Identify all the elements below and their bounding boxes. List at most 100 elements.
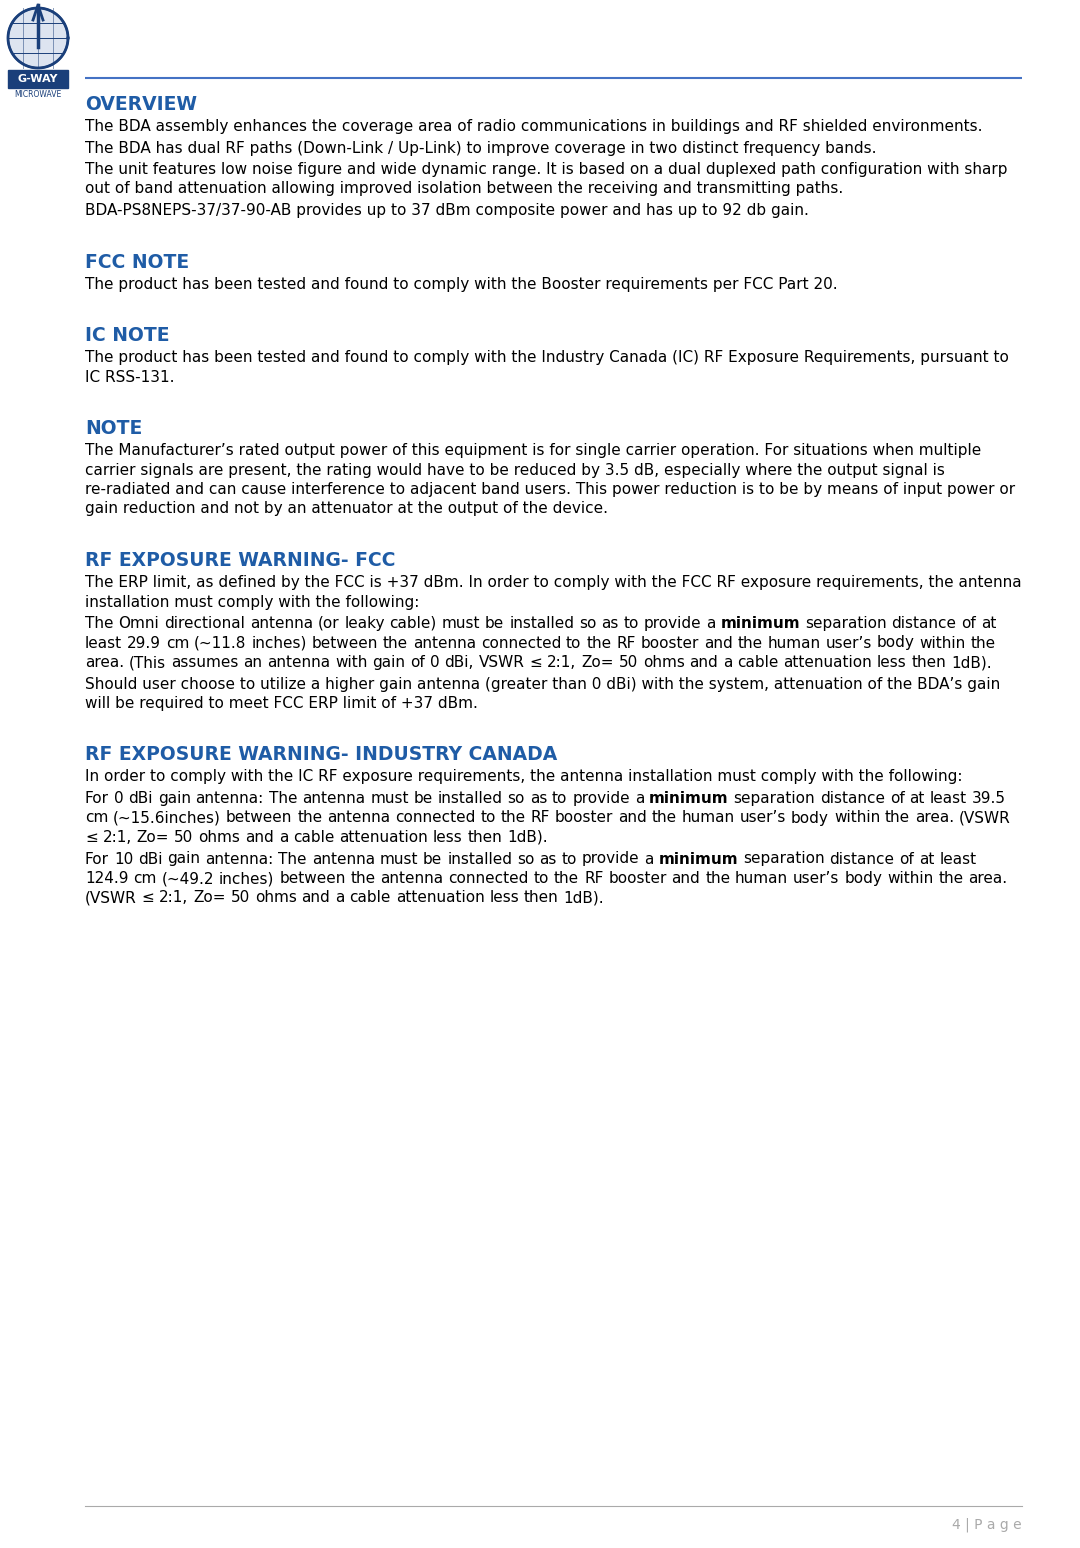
Text: area.: area.: [969, 872, 1008, 885]
Text: minimum: minimum: [649, 791, 729, 807]
Text: provide: provide: [572, 791, 630, 807]
Text: 0: 0: [113, 791, 123, 807]
Text: must: must: [380, 851, 418, 867]
Text: antenna: antenna: [249, 616, 313, 632]
Text: body: body: [845, 872, 882, 885]
Text: 2:1,: 2:1,: [103, 830, 132, 845]
Text: to: to: [562, 851, 577, 867]
Text: The product has been tested and found to comply with the Industry Canada (IC) RF: The product has been tested and found to…: [85, 350, 1009, 365]
Text: distance: distance: [829, 851, 894, 867]
Text: 50: 50: [619, 655, 638, 670]
Text: booster: booster: [608, 872, 666, 885]
Text: antenna: antenna: [312, 851, 375, 867]
Text: The Manufacturer’s rated output power of this equipment is for single carrier op: The Manufacturer’s rated output power of…: [85, 443, 982, 458]
Text: less: less: [877, 655, 907, 670]
Text: between: between: [312, 636, 378, 650]
Text: 2:1,: 2:1,: [546, 655, 577, 670]
Text: The ERP limit, as defined by the FCC is +37 dBm. In order to comply with the FCC: The ERP limit, as defined by the FCC is …: [85, 574, 1022, 590]
Text: user’s: user’s: [740, 811, 786, 825]
Text: IC RSS-131.: IC RSS-131.: [85, 370, 175, 384]
Text: and: and: [704, 636, 732, 650]
Text: For: For: [85, 791, 109, 807]
Text: be: be: [423, 851, 443, 867]
Text: installed: installed: [437, 791, 502, 807]
Text: least: least: [85, 636, 122, 650]
Text: 50: 50: [231, 890, 249, 906]
Text: out of band attenuation allowing improved isolation between the receiving and tr: out of band attenuation allowing improve…: [85, 181, 843, 197]
Text: provide: provide: [644, 616, 702, 632]
Text: cm: cm: [85, 811, 108, 825]
Text: separation: separation: [733, 791, 815, 807]
Text: so: so: [517, 851, 535, 867]
Text: re-radiated and can cause interference to adjacent band users. This power reduct: re-radiated and can cause interference t…: [85, 481, 1015, 497]
Text: dBi: dBi: [129, 791, 153, 807]
Text: The: The: [85, 616, 113, 632]
Text: of: of: [410, 655, 426, 670]
Text: inches): inches): [252, 636, 307, 650]
Text: The unit features low noise figure and wide dynamic range. It is based on a dual: The unit features low noise figure and w…: [85, 163, 1008, 176]
Text: 39.5: 39.5: [972, 791, 1005, 807]
Text: 1dB).: 1dB).: [951, 655, 993, 670]
Text: IC NOTE: IC NOTE: [85, 327, 170, 345]
Text: a: a: [706, 616, 716, 632]
Text: of: of: [961, 616, 976, 632]
Text: ≤: ≤: [85, 830, 98, 845]
Text: cable: cable: [350, 890, 391, 906]
Text: NOTE: NOTE: [85, 420, 143, 438]
Text: ohms: ohms: [199, 830, 240, 845]
Text: ohms: ohms: [255, 890, 297, 906]
Text: 1dB).: 1dB).: [507, 830, 548, 845]
Text: to: to: [552, 791, 567, 807]
Text: a: a: [723, 655, 732, 670]
Text: user’s: user’s: [825, 636, 872, 650]
Text: the: the: [652, 811, 677, 825]
Text: G-WAY: G-WAY: [17, 74, 58, 84]
Text: FCC NOTE: FCC NOTE: [85, 252, 189, 271]
Text: as: as: [539, 851, 557, 867]
Text: The BDA assembly enhances the coverage area of radio communications in buildings: The BDA assembly enhances the coverage a…: [85, 119, 983, 135]
Text: the: the: [297, 811, 322, 825]
Text: booster: booster: [640, 636, 699, 650]
Text: a: a: [335, 890, 345, 906]
Text: 2:1,: 2:1,: [159, 890, 189, 906]
Text: installation must comply with the following:: installation must comply with the follow…: [85, 594, 419, 610]
Text: cm: cm: [133, 872, 157, 885]
Text: antenna: antenna: [380, 872, 444, 885]
Text: and: and: [672, 872, 700, 885]
Text: so: so: [508, 791, 525, 807]
Text: dBi: dBi: [138, 851, 162, 867]
Text: within: within: [919, 636, 966, 650]
Text: (~49.2: (~49.2: [162, 872, 214, 885]
Text: (VSWR: (VSWR: [85, 890, 137, 906]
Text: between: between: [226, 811, 293, 825]
Text: antenna: antenna: [413, 636, 476, 650]
Text: a: a: [635, 791, 644, 807]
Text: the: the: [971, 636, 996, 650]
Text: 124.9: 124.9: [85, 872, 129, 885]
Text: as: as: [530, 791, 548, 807]
Text: Omni: Omni: [119, 616, 159, 632]
Text: (or: (or: [318, 616, 339, 632]
Text: 50: 50: [174, 830, 193, 845]
Text: minimum: minimum: [659, 851, 739, 867]
Text: so: so: [579, 616, 596, 632]
Text: installed: installed: [510, 616, 575, 632]
Text: within: within: [887, 872, 933, 885]
Text: to: to: [534, 872, 549, 885]
Text: least: least: [930, 791, 967, 807]
Text: separation: separation: [743, 851, 825, 867]
Text: Zo=: Zo=: [193, 890, 226, 906]
Text: ≤: ≤: [141, 890, 154, 906]
Text: booster: booster: [555, 811, 613, 825]
Text: The BDA has dual RF paths (Down-Link / Up-Link) to improve coverage in two disti: The BDA has dual RF paths (Down-Link / U…: [85, 141, 877, 155]
Text: then: then: [524, 890, 558, 906]
Text: antenna: antenna: [267, 655, 330, 670]
Text: 0: 0: [430, 655, 440, 670]
Text: RF EXPOSURE WARNING- INDUSTRY CANADA: RF EXPOSURE WARNING- INDUSTRY CANADA: [85, 746, 557, 765]
Text: Zo=: Zo=: [137, 830, 170, 845]
Text: cm: cm: [166, 636, 189, 650]
Text: 1dB).: 1dB).: [564, 890, 604, 906]
Text: minimum: minimum: [720, 616, 800, 632]
Text: Zo=: Zo=: [581, 655, 613, 670]
Text: 4 | P a g e: 4 | P a g e: [953, 1519, 1022, 1533]
